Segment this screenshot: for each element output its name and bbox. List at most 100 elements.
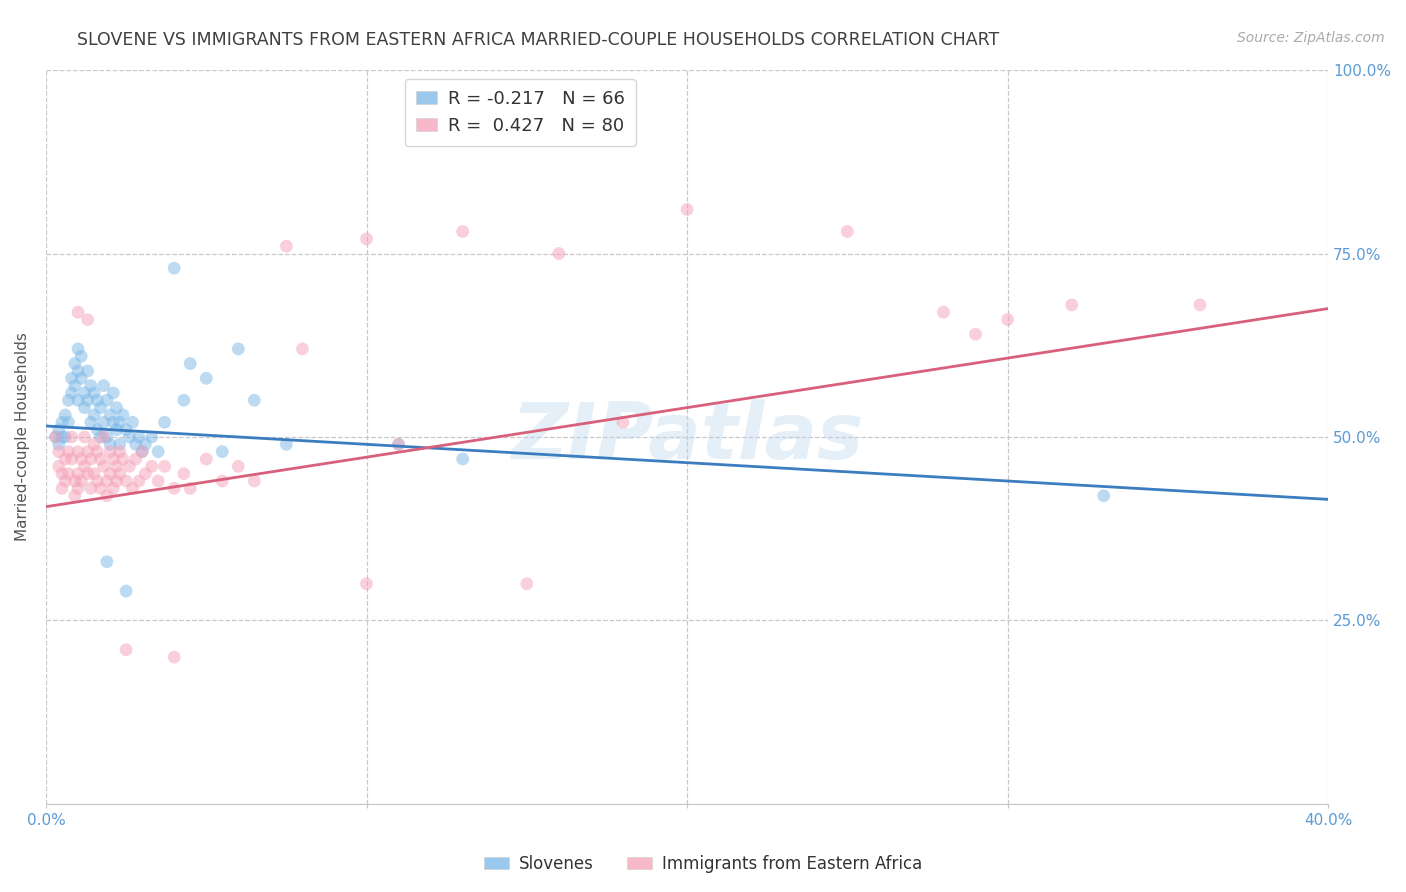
Point (105, 423, 128, 437)
Point (146, 444, 169, 458)
Point (89, 452, 111, 467)
Point (66, 393, 89, 408)
Point (965, 327, 987, 342)
Y-axis label: Married-couple Households: Married-couple Households (15, 333, 30, 541)
Point (51, 481, 73, 495)
Point (134, 437, 156, 451)
Point (45, 430, 67, 444)
Point (53, 452, 76, 467)
Point (80, 415, 103, 429)
Point (276, 239, 298, 253)
Point (58, 444, 80, 458)
Point (105, 474, 128, 488)
Point (108, 444, 131, 458)
Point (98, 408, 121, 422)
Point (70, 452, 93, 467)
Text: Source: ZipAtlas.com: Source: ZipAtlas.com (1237, 31, 1385, 45)
Point (1060, 298, 1083, 312)
Point (243, 393, 266, 408)
Point (76, 444, 98, 458)
Point (80, 452, 103, 467)
Point (80, 481, 103, 495)
Point (276, 437, 298, 451)
Point (83, 467, 105, 481)
Point (932, 305, 955, 319)
Point (58, 467, 80, 481)
Point (93, 459, 115, 474)
Point (60, 430, 83, 444)
Point (73, 386, 96, 401)
Point (103, 386, 125, 401)
Point (103, 481, 125, 495)
Point (128, 430, 150, 444)
Point (96, 489, 118, 503)
Point (451, 452, 474, 467)
Point (63, 474, 86, 488)
Point (111, 452, 134, 467)
Point (387, 437, 409, 451)
Point (53, 430, 76, 444)
Point (53, 474, 76, 488)
Point (86, 423, 108, 437)
Point (96, 430, 118, 444)
Point (51, 467, 73, 481)
Point (70, 474, 93, 488)
Point (86, 393, 108, 408)
Point (173, 467, 195, 481)
Point (125, 437, 148, 451)
Point (121, 481, 143, 495)
Point (66, 481, 89, 495)
Point (125, 452, 148, 467)
Point (146, 474, 169, 488)
Point (179, 481, 201, 495)
Point (131, 444, 153, 458)
Point (118, 459, 141, 474)
Point (70, 349, 93, 363)
Point (66, 342, 89, 356)
Point (83, 408, 105, 422)
Point (86, 444, 108, 458)
Point (115, 423, 138, 437)
Point (211, 444, 233, 458)
Point (48, 459, 70, 474)
Point (195, 452, 218, 467)
Point (60, 452, 83, 467)
Text: SLOVENE VS IMMIGRANTS FROM EASTERN AFRICA MARRIED-COUPLE HOUSEHOLDS CORRELATION : SLOVENE VS IMMIGRANTS FROM EASTERN AFRIC… (77, 31, 1000, 49)
Point (63, 357, 86, 371)
Point (93, 378, 115, 392)
Point (58, 415, 80, 429)
Point (96, 555, 118, 569)
Point (356, 232, 378, 246)
Point (676, 202, 699, 217)
Point (195, 371, 218, 385)
Point (89, 430, 111, 444)
Point (105, 459, 128, 474)
Point (141, 430, 163, 444)
Point (118, 430, 141, 444)
Point (108, 437, 131, 451)
Point (516, 576, 538, 591)
Point (141, 459, 163, 474)
Point (111, 408, 134, 422)
Point (134, 467, 156, 481)
Point (63, 489, 86, 503)
Point (51, 430, 73, 444)
Point (451, 225, 474, 239)
Point (103, 415, 125, 429)
Point (108, 467, 131, 481)
Point (96, 393, 118, 408)
Legend: R = -0.217   N = 66, R =  0.427   N = 80: R = -0.217 N = 66, R = 0.427 N = 80 (405, 79, 636, 145)
Point (547, 246, 569, 260)
Point (48, 444, 70, 458)
Point (243, 474, 266, 488)
Point (73, 459, 96, 474)
Point (179, 357, 201, 371)
Point (98, 467, 121, 481)
Point (76, 393, 98, 408)
Point (226, 459, 249, 474)
Point (108, 415, 131, 429)
Point (80, 378, 103, 392)
Point (153, 415, 176, 429)
Point (115, 642, 138, 657)
Point (76, 364, 98, 378)
